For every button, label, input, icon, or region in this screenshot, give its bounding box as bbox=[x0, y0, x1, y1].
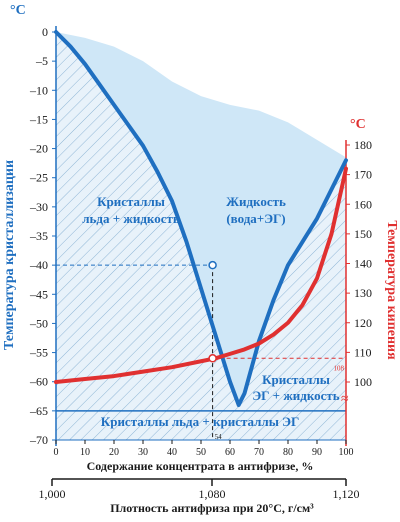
right-tick-label: 180 bbox=[354, 138, 372, 152]
right-tick-label: 150 bbox=[354, 227, 372, 241]
left-tick-label: –15 bbox=[29, 112, 48, 126]
density-tick-label: 1,000 bbox=[39, 487, 66, 501]
right-axis-label: Температура кипения bbox=[384, 220, 399, 360]
conc-tick-label: 90 bbox=[312, 447, 322, 458]
conc-tick-label: 40 bbox=[167, 447, 177, 458]
right-axis-break: ≈ bbox=[341, 392, 349, 407]
right-tick-label: 160 bbox=[354, 197, 372, 211]
conc-tick-label: 50 bbox=[196, 447, 206, 458]
boiling-curve bbox=[54, 166, 348, 384]
left-tick-label: –25 bbox=[29, 171, 48, 185]
marker-value-54: 54 bbox=[215, 433, 223, 441]
left-tick-label: –30 bbox=[29, 200, 48, 214]
conc-tick-label: 20 bbox=[109, 447, 119, 458]
left-tick-label: 0 bbox=[42, 25, 48, 39]
density-tick-label: 1,080 bbox=[199, 487, 226, 501]
left-tick-label: –10 bbox=[29, 83, 48, 97]
left-tick-label: –60 bbox=[29, 375, 48, 389]
conc-tick-label: 60 bbox=[225, 447, 235, 458]
left-tick-label: –45 bbox=[29, 287, 48, 301]
freeze-marker bbox=[208, 260, 217, 270]
left-axis-label: Температура кристаллизации bbox=[2, 160, 17, 350]
region-label: льда + жидкость bbox=[82, 211, 180, 226]
marker-value-108: 108 bbox=[334, 364, 345, 372]
right-unit: °C bbox=[350, 117, 366, 132]
left-unit: °C bbox=[10, 3, 26, 18]
region-label: ЭГ + жидкость bbox=[252, 388, 339, 403]
right-tick-label: 130 bbox=[354, 286, 372, 300]
conc-tick-label: 80 bbox=[283, 447, 293, 458]
solid-band bbox=[56, 410, 346, 440]
freezing-curve bbox=[54, 30, 348, 408]
right-tick-label: 100 bbox=[354, 375, 372, 389]
region-label: Кристаллы льда + кристаллы ЭГ bbox=[101, 414, 299, 429]
left-tick-label: –35 bbox=[29, 229, 48, 243]
conc-tick-label: 30 bbox=[138, 447, 148, 458]
left-tick-label: –40 bbox=[29, 258, 48, 272]
conc-tick-label: 10 bbox=[80, 447, 90, 458]
region-label: Кристаллы bbox=[262, 372, 330, 387]
density-axis-label: Плотность антифриза при 20°С, г/см³ bbox=[110, 501, 314, 515]
left-tick-label: –5 bbox=[35, 54, 48, 68]
right-tick-label: 170 bbox=[354, 168, 372, 182]
conc-axis-label: Содержание концентрата в антифризе, % bbox=[87, 459, 314, 473]
region-label: Кристаллы bbox=[97, 194, 165, 209]
region-label: Жидкость bbox=[226, 194, 286, 209]
right-tick-label: 110 bbox=[354, 345, 372, 359]
conc-tick-label: 70 bbox=[254, 447, 264, 458]
left-tick-label: –50 bbox=[29, 316, 48, 330]
conc-tick-label: 100 bbox=[339, 447, 354, 458]
right-tick-label: 140 bbox=[354, 257, 372, 271]
conc-tick-label: 0 bbox=[54, 447, 59, 458]
left-tick-label: –65 bbox=[29, 404, 48, 418]
left-tick-label: –55 bbox=[29, 346, 48, 360]
left-tick-label: –20 bbox=[29, 142, 48, 156]
left-tick-label: –70 bbox=[29, 433, 48, 447]
boil-marker bbox=[208, 354, 217, 363]
right-tick-label: 120 bbox=[354, 316, 372, 330]
region-label: (вода+ЭГ) bbox=[226, 211, 285, 226]
density-tick-label: 1,120 bbox=[333, 487, 360, 501]
